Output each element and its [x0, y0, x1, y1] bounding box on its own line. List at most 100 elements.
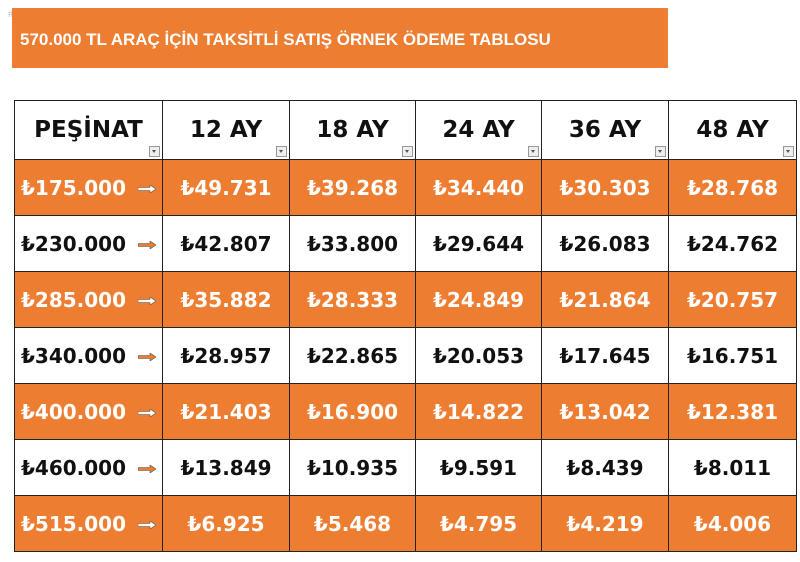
filter-button: [402, 146, 413, 157]
installment-cell: ₺29.644: [415, 215, 542, 272]
cell-text: ₺17.645: [559, 343, 651, 368]
column-header: 48 AY: [668, 100, 797, 160]
installment-cell: ₺34.440: [415, 159, 542, 216]
column-header-text: 24 AY: [442, 117, 515, 143]
installment-cell: ₺4.006: [668, 495, 797, 552]
cell-text: ₺4.219: [566, 511, 644, 536]
installment-cell: ₺22.865: [289, 327, 416, 384]
installment-cell: ₺42.807: [162, 215, 290, 272]
installment-cell: ₺12.381: [668, 383, 797, 440]
installment-cell: ₺4.219: [541, 495, 669, 552]
arrow-icon: [138, 297, 156, 305]
cell-text: ₺21.403: [180, 399, 272, 424]
installment-cell: ₺20.757: [668, 271, 797, 328]
cell-text: ₺340.000: [20, 343, 126, 368]
installment-cell: ₺33.800: [289, 215, 416, 272]
cell-text: ₺39.268: [306, 175, 399, 200]
filter-button: [655, 146, 666, 157]
installment-cell: ₺5.468: [289, 495, 416, 552]
cell-text: ₺49.731: [180, 175, 272, 200]
column-header: 36 AY: [541, 100, 669, 160]
cell-text: ₺460.000: [20, 455, 126, 480]
installment-cell: ₺10.935: [289, 439, 416, 496]
installment-cell: ₺16.900: [289, 383, 416, 440]
cell-text: ₺24.849: [432, 287, 525, 312]
cell-text: ₺42.807: [180, 231, 272, 256]
installment-cell: ₺26.083: [541, 215, 669, 272]
down-payment-cell: ₺460.000: [14, 439, 163, 496]
arrow-icon: [138, 185, 156, 193]
cell-text: ₺21.864: [559, 287, 651, 312]
cell-text: ₺12.381: [686, 399, 779, 424]
cell-text: ₺29.644: [432, 231, 525, 256]
installment-cell: ₺14.822: [415, 383, 542, 440]
installment-cell: ₺21.864: [541, 271, 669, 328]
cell-text: ₺285.000: [20, 287, 126, 312]
cell-text: ₺515.000: [20, 511, 126, 536]
cell-text: ₺8.011: [693, 455, 772, 480]
installment-cell: ₺8.011: [668, 439, 797, 496]
cell-text: ₺28.957: [180, 343, 272, 368]
installment-cell: ₺24.762: [668, 215, 797, 272]
installment-cell: ₺49.731: [162, 159, 290, 216]
installment-cell: ₺9.591: [415, 439, 542, 496]
cell-text: ₺13.849: [180, 455, 272, 480]
installment-cell: ₺24.849: [415, 271, 542, 328]
table-row: ₺340.000 ₺28.957 ₺22.865 ₺20.053 ₺17.645 ₺16.…: [14, 327, 797, 384]
cell-text: ₺26.083: [559, 231, 651, 256]
cell-text: ₺9.591: [439, 455, 518, 480]
down-payment-cell: ₺515.000: [14, 495, 163, 552]
cell-text: ₺24.762: [686, 231, 779, 256]
cell-text: ₺230.000: [20, 231, 126, 256]
installment-cell: ₺28.957: [162, 327, 290, 384]
column-header: PEŞİNAT: [14, 100, 163, 160]
cell-text: ₺400.000: [20, 399, 126, 424]
arrow-icon: [138, 465, 156, 473]
installment-cell: ₺4.795: [415, 495, 542, 552]
column-header-text: 12 AY: [189, 117, 263, 143]
column-header-text: PEŞİNAT: [34, 117, 143, 143]
down-payment-cell: ₺400.000: [14, 383, 163, 440]
cell-text: ₺175.000: [20, 175, 126, 200]
cell-text: ₺20.053: [432, 343, 525, 368]
cell-text: ₺13.042: [559, 399, 651, 424]
cell-text: ₺4.006: [693, 511, 772, 536]
arrow-icon: [138, 409, 156, 417]
table-body: ₺175.000 ₺49.731 ₺39.268 ₺34.440 ₺30.303 ₺28.…: [14, 159, 797, 552]
cell-text: ₺8.439: [566, 455, 644, 480]
title-banner: 570.000 TL ARAÇ İÇİN TAKSİTLİ SATIŞ ÖRNE…: [12, 8, 668, 68]
table-row: ₺285.000 ₺35.882 ₺28.333 ₺24.849 ₺21.864 ₺20.…: [14, 271, 797, 328]
cell-text: ₺10.935: [306, 455, 399, 480]
installment-cell: ₺20.053: [415, 327, 542, 384]
cell-text: ₺34.440: [432, 175, 525, 200]
cell-text: ₺28.333: [306, 287, 399, 312]
cell-text: ₺35.882: [180, 287, 272, 312]
installment-cell: ₺13.849: [162, 439, 290, 496]
down-payment-cell: ₺340.000: [14, 327, 163, 384]
cell-text: ₺22.865: [306, 343, 399, 368]
installment-cell: ₺35.882: [162, 271, 290, 328]
column-header: 18 AY: [289, 100, 416, 160]
installment-cell: ₺39.268: [289, 159, 416, 216]
table-row: ₺400.000 ₺21.403 ₺16.900 ₺14.822 ₺13.042 ₺12.…: [14, 383, 797, 440]
installment-cell: ₺21.403: [162, 383, 290, 440]
cell-text: ₺33.800: [306, 231, 399, 256]
filter-button: [276, 146, 287, 157]
table-row: ₺175.000 ₺49.731 ₺39.268 ₺34.440 ₺30.303 ₺28.…: [14, 159, 797, 216]
table-row: ₺230.000 ₺42.807 ₺33.800 ₺29.644 ₺26.083 ₺24.…: [14, 215, 797, 272]
filter-button: [783, 146, 794, 157]
cell-text: ₺4.795: [439, 511, 518, 536]
cell-text: ₺30.303: [559, 175, 651, 200]
column-header-text: 36 AY: [568, 117, 642, 143]
cell-text: ₺28.768: [686, 175, 779, 200]
table-row: ₺515.000 ₺6.925 ₺5.468 ₺4.795 ₺4.219 ₺4.006: [14, 495, 797, 552]
column-header: 24 AY: [415, 100, 542, 160]
column-header-text: 48 AY: [696, 117, 769, 143]
header-row: PEŞİNAT 12 AY 18 AY 24 AY 36 AY 48 AY: [14, 100, 797, 160]
installment-cell: ₺6.925: [162, 495, 290, 552]
filter-button: [149, 146, 160, 157]
table-row: ₺460.000 ₺13.849 ₺10.935 ₺9.591 ₺8.439 ₺8.011: [14, 439, 797, 496]
arrow-icon: [138, 521, 156, 529]
installment-cell: ₺8.439: [541, 439, 669, 496]
